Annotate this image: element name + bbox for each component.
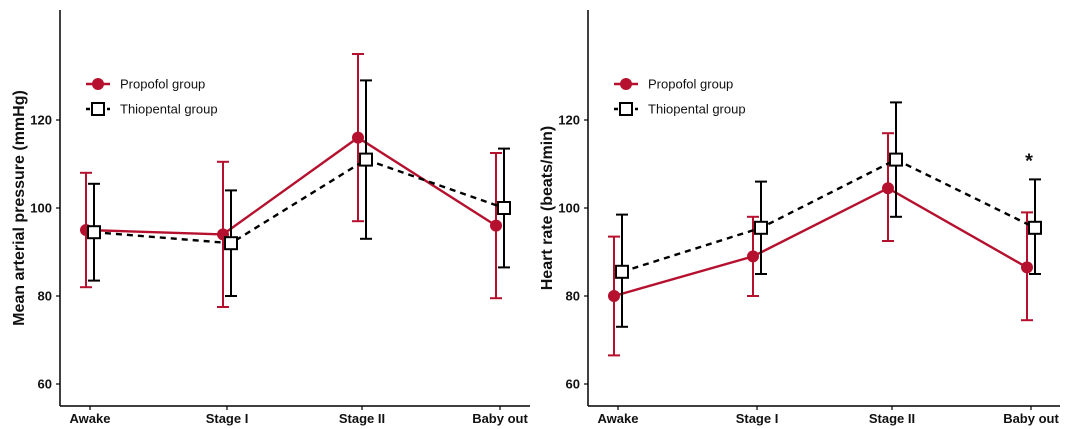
- propofol-point: [1021, 261, 1033, 274]
- y-tick-label: 80: [566, 289, 580, 304]
- thiopental-point: [754, 220, 768, 235]
- x-tick-label: Stage I: [206, 411, 249, 426]
- legend-label: Thiopental group: [648, 102, 746, 117]
- propofol-point: [490, 219, 502, 232]
- x-tick-label: Stage II: [339, 411, 385, 426]
- x-tick-label: Baby out: [472, 411, 528, 426]
- propofol-point: [882, 182, 894, 195]
- y-tick-label: 80: [38, 289, 52, 304]
- x-tick-label: Awake: [598, 411, 639, 426]
- series-line: [613, 186, 1028, 298]
- thiopental-point: [224, 236, 238, 251]
- y-tick-label: 100: [558, 201, 580, 216]
- thiopental-point: [359, 152, 373, 167]
- chart-panel-blood-pressure: 60 80 100 120 Awake Stage I Stage II Baby out Me…: [11, 10, 530, 426]
- y-tick-label: 120: [30, 113, 52, 128]
- thiopental-point: [889, 152, 903, 167]
- legend-label: Thiopental group: [120, 102, 218, 117]
- series-line: [93, 158, 505, 245]
- y-tick-label: 60: [38, 377, 52, 392]
- x-tick-label: Baby out: [1003, 411, 1059, 426]
- significance-asterisk: *: [1025, 150, 1033, 172]
- y-axis-title: Mean arterial pressure (mmHg): [11, 90, 28, 326]
- series-line: [621, 158, 1036, 273]
- legend-marker-circle: [620, 78, 632, 90]
- thiopental-point: [615, 264, 629, 279]
- legend-marker-circle: [92, 78, 104, 90]
- y-tick-label: 100: [30, 201, 52, 216]
- chart-panel-heart-rate: 60 80 100 120 Awake Stage I Stage II Baby out He…: [539, 10, 1060, 426]
- legend-label: Propofol group: [120, 77, 205, 92]
- series-line: [85, 136, 497, 236]
- legend-label: Propofol group: [648, 77, 733, 92]
- y-tick-label: 120: [558, 113, 580, 128]
- propofol-point: [747, 250, 759, 263]
- legend-marker-square: [619, 102, 633, 116]
- propofol-point: [608, 290, 620, 302]
- thiopental-point: [1028, 220, 1042, 235]
- legend-marker-square: [91, 102, 105, 116]
- x-tick-label: Awake: [70, 411, 111, 426]
- thiopental-point: [497, 201, 511, 215]
- y-tick-label: 60: [566, 377, 580, 392]
- x-tick-label: Stage II: [869, 411, 915, 426]
- thiopental-point: [87, 225, 101, 240]
- y-axis-title: Heart rate (beats/min): [539, 126, 556, 291]
- x-tick-label: Stage I: [736, 411, 779, 426]
- propofol-point: [352, 131, 364, 144]
